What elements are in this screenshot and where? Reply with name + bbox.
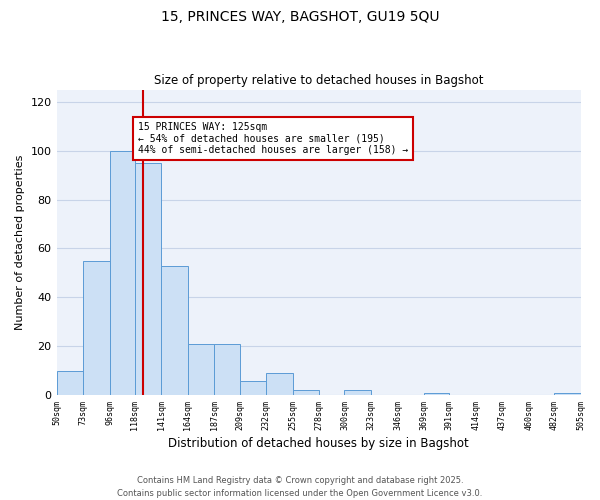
Bar [266,373,293,395]
Y-axis label: Number of detached properties: Number of detached properties [15,154,25,330]
Bar [83,260,110,395]
Bar [214,344,239,395]
Bar [554,392,581,395]
Text: 15, PRINCES WAY, BAGSHOT, GU19 5QU: 15, PRINCES WAY, BAGSHOT, GU19 5QU [161,10,439,24]
Bar [188,344,214,395]
X-axis label: Distribution of detached houses by size in Bagshot: Distribution of detached houses by size … [168,437,469,450]
Text: 15 PRINCES WAY: 125sqm
← 54% of detached houses are smaller (195)
44% of semi-de: 15 PRINCES WAY: 125sqm ← 54% of detached… [138,122,408,155]
Bar [135,163,161,395]
Bar [293,390,319,395]
Bar [110,150,135,395]
Bar [344,390,371,395]
Bar [239,380,266,395]
Bar [161,266,188,395]
Text: Contains HM Land Registry data © Crown copyright and database right 2025.
Contai: Contains HM Land Registry data © Crown c… [118,476,482,498]
Bar [56,370,83,395]
Bar [424,392,449,395]
Title: Size of property relative to detached houses in Bagshot: Size of property relative to detached ho… [154,74,483,87]
